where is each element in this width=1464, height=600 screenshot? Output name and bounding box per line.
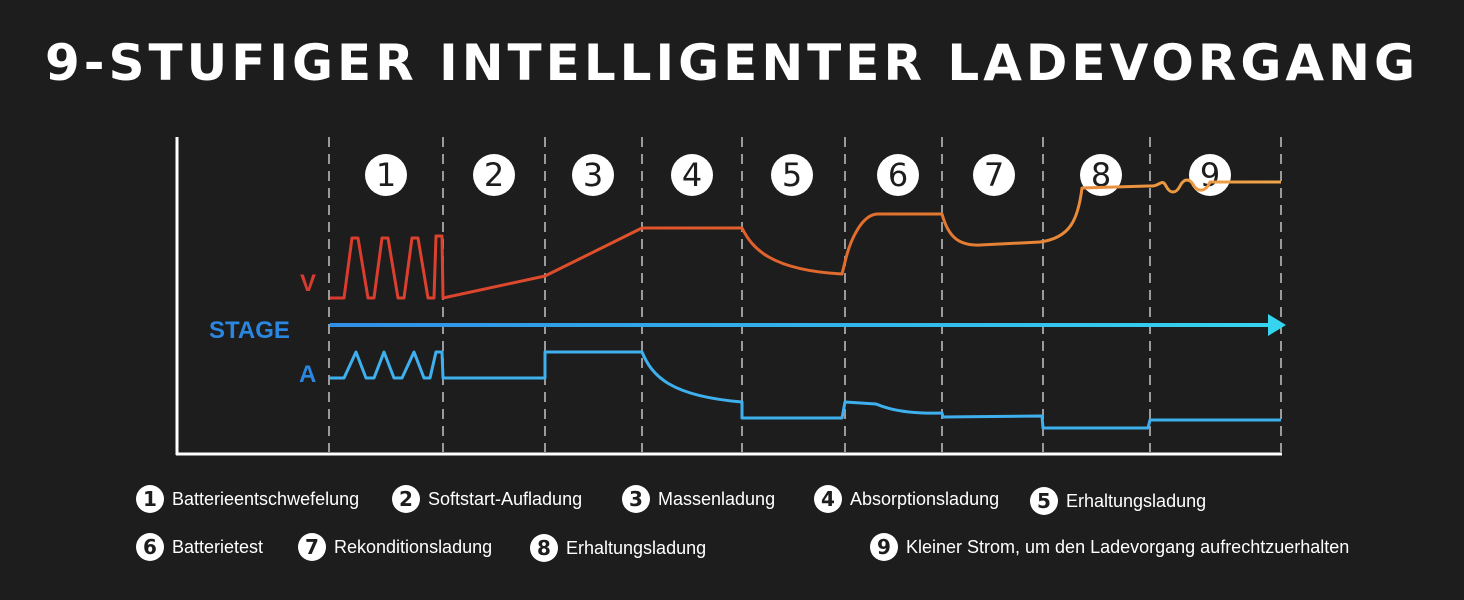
legend-item-4: 4 Absorptionsladung [814, 485, 999, 513]
legend-number: 1 [136, 485, 164, 513]
legend-label: Batterieentschwefelung [172, 488, 360, 509]
legend-item-6: 6 Batterietest [136, 533, 263, 561]
legend-label: Absorptionsladung [850, 488, 1000, 509]
legend-item-5: 5 Erhaltungsladung [1030, 487, 1206, 515]
stage-marker-4: 4 [671, 154, 713, 196]
legend-number: 8 [530, 534, 558, 562]
legend-number: 3 [622, 485, 650, 513]
legend-label: Erhaltungsladung [566, 537, 707, 558]
current-curve [330, 350, 1281, 430]
stage-marker-7: 7 [973, 154, 1015, 196]
legend-item-9: 9 Kleiner Strom, um den Ladevorgang aufr… [870, 533, 1349, 561]
stage-dividers [328, 137, 1282, 452]
legend-item-3: 3 Massenladung [622, 485, 775, 513]
legend-number: 7 [298, 533, 326, 561]
legend-label: Kleiner Strom, um den Ladevorgang aufrec… [906, 536, 1350, 557]
stage-markers: 1 2 3 4 5 6 7 8 9 [365, 154, 1231, 196]
svg-text:3: 3 [583, 156, 603, 194]
svg-text:1: 1 [376, 156, 396, 194]
legend-number: 9 [870, 533, 898, 561]
legend-number: 4 [814, 485, 842, 513]
legend-label: Batterietest [172, 536, 264, 557]
legend-number: 2 [392, 485, 420, 513]
legend-item-2: 2 Softstart-Aufladung [392, 485, 582, 513]
voltage-curve [330, 178, 1281, 300]
legend-number: 5 [1030, 487, 1058, 515]
svg-text:4: 4 [682, 156, 702, 194]
svg-text:2: 2 [484, 156, 504, 194]
current-label: A [299, 361, 316, 388]
legend-item-7: 7 Rekonditionsladung [298, 533, 492, 561]
stage-marker-2: 2 [473, 154, 515, 196]
legend-label: Massenladung [658, 488, 776, 509]
svg-text:7: 7 [984, 156, 1004, 194]
voltage-label: V [300, 270, 316, 297]
legend-item-8: 8 Erhaltungsladung [530, 534, 706, 562]
legend-label: Rekonditionsladung [334, 536, 493, 557]
svg-text:9: 9 [1200, 156, 1220, 194]
legend-item-1: 1 Batterieentschwefelung [136, 485, 359, 513]
page-title: 9-STUFIGER INTELLIGENTER LADEVORGANG [44, 34, 1420, 92]
legend-number: 6 [136, 533, 164, 561]
svg-text:5: 5 [782, 156, 802, 194]
svg-text:8: 8 [1091, 156, 1111, 194]
stage-marker-3: 3 [572, 154, 614, 196]
stage-marker-5: 5 [771, 154, 813, 196]
legend-label: Erhaltungsladung [1066, 490, 1207, 511]
stage-marker-6: 6 [877, 154, 919, 196]
stage-marker-8: 8 [1080, 154, 1122, 196]
svg-text:6: 6 [888, 156, 908, 194]
stage-arrow-icon [1268, 314, 1286, 336]
legend-label: Softstart-Aufladung [428, 488, 583, 509]
stage-marker-9: 9 [1189, 154, 1231, 196]
stage-label: STAGE [209, 317, 290, 344]
stage-marker-1: 1 [365, 154, 407, 196]
